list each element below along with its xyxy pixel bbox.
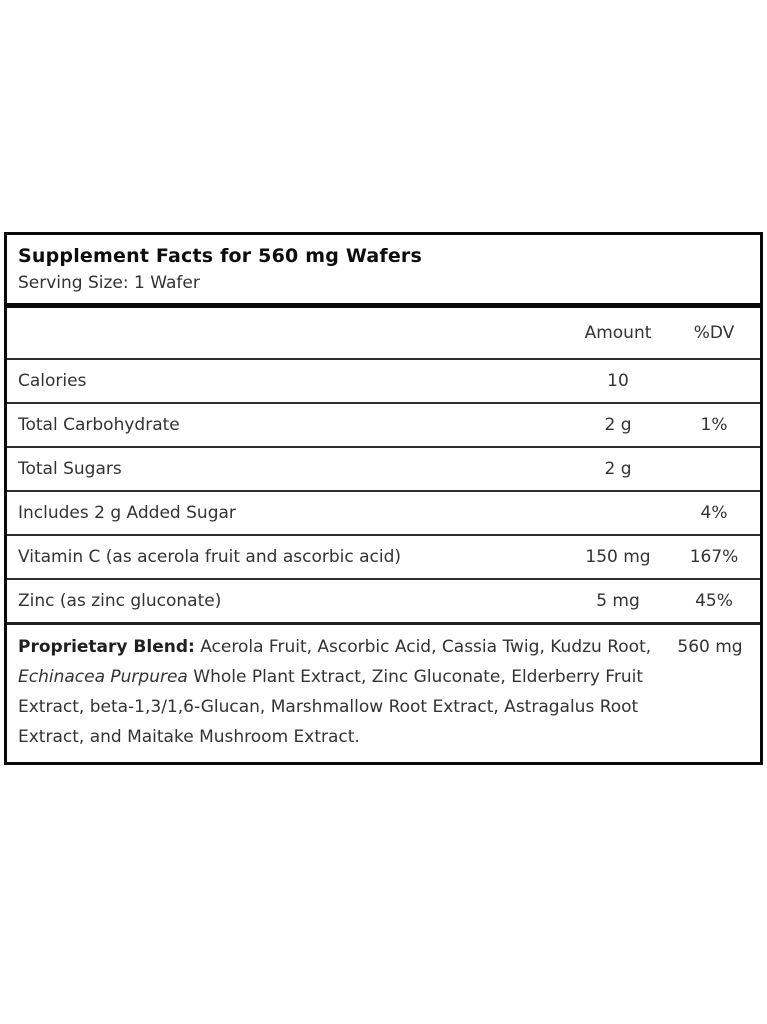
nutrient-row-added-sugar: Includes 2 g Added Sugar 4% [7,490,760,534]
nutrient-name: Total Sugars [18,459,122,479]
facts-header: Supplement Facts for 560 mg Wafers Servi… [7,235,760,308]
blend-ingredients-part2: Whole Plant Extract, Zinc Gluconate, Eld… [18,667,643,747]
nutrient-name: Includes 2 g Added Sugar [18,503,236,523]
dv-value: 45% [695,591,733,611]
proprietary-blend-row: Proprietary Blend: Acerola Fruit, Ascorb… [7,622,760,762]
blend-ingredients-part1: Acerola Fruit, Ascorbic Acid, Cassia Twi… [200,637,652,657]
nutrient-name: Total Carbohydrate [18,415,180,435]
nutrient-row-total-carbohydrate: Total Carbohydrate 2 g 1% [7,402,760,446]
nutrient-row-calories: Calories 10 [7,358,760,402]
dv-value: 167% [689,547,739,567]
amount-value: 150 mg [585,547,651,567]
serving-size: Serving Size: 1 Wafer [18,273,200,293]
nutrient-row-total-sugars: Total Sugars 2 g [7,446,760,490]
facts-title: Supplement Facts for 560 mg Wafers [18,245,423,267]
amount-value: 5 mg [596,591,640,611]
nutrient-name: Zinc (as zinc gluconate) [18,591,222,611]
nutrient-name: Vitamin C (as acerola fruit and ascorbic… [18,547,402,567]
nutrient-row-vitamin-c: Vitamin C (as acerola fruit and ascorbic… [7,534,760,578]
blend-latin-name: Echinacea Purpurea [18,667,188,687]
proprietary-blend-text: Proprietary Blend: Acerola Fruit, Ascorb… [7,632,660,752]
dv-value: 4% [700,503,728,523]
nutrient-row-zinc: Zinc (as zinc gluconate) 5 mg 45% [7,578,760,622]
dv-column-header: %DV [693,323,735,343]
amount-value: 2 g [604,415,632,435]
blend-amount-value: 560 mg [677,637,743,657]
amount-value: 10 [607,371,629,391]
dv-value: 1% [700,415,728,435]
proprietary-blend-label: Proprietary Blend: [18,637,195,657]
table-header-row: Amount %DV [7,308,760,358]
amount-column-header: Amount [584,323,652,343]
supplement-facts-panel: Supplement Facts for 560 mg Wafers Servi… [4,232,763,765]
nutrient-name: Calories [18,371,87,391]
amount-value: 2 g [604,459,632,479]
